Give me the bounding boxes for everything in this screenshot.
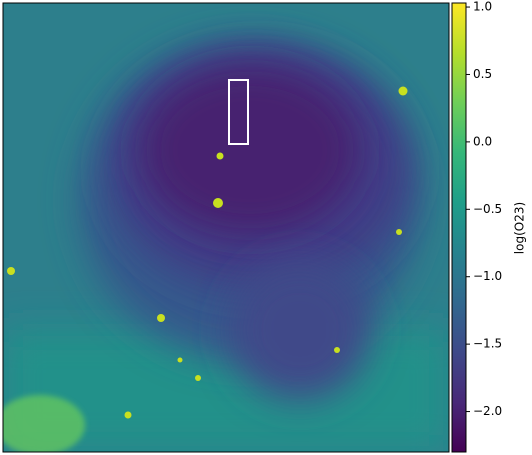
- colorbar-tick-label: 0.5: [473, 67, 492, 81]
- colorbar-tick-label: 0.0: [473, 134, 492, 148]
- colorbar-tick-label: −2.0: [473, 404, 502, 418]
- colorbar-tick-label: −1.0: [473, 269, 502, 283]
- colorbar: [451, 2, 467, 453]
- colorbar-tick-label: −0.5: [473, 202, 502, 216]
- image: [3, 3, 449, 452]
- colorbar-label: log(O23): [513, 202, 527, 254]
- colorbar-tick-label: 1.0: [473, 0, 492, 14]
- colorbar-tick-label: −1.5: [473, 337, 502, 351]
